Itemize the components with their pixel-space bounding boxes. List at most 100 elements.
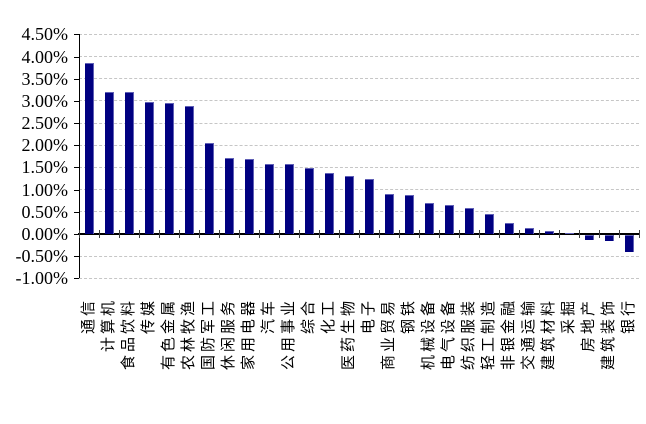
x-axis-category-label: 食品饮料 xyxy=(121,298,137,371)
x-axis-category-label: 机械设备 xyxy=(421,298,437,371)
x-axis-category-label: 交通运输 xyxy=(521,298,537,371)
bar xyxy=(564,233,574,235)
x-axis-category-label: 汽车 xyxy=(261,298,277,335)
y-axis-tick xyxy=(74,34,79,36)
x-axis-category-label: 综合 xyxy=(301,298,317,335)
y-axis-tick-label: 0.00% xyxy=(21,224,69,244)
x-axis-category-label: 化工 xyxy=(321,298,337,335)
gridline xyxy=(79,255,639,257)
x-axis-tick xyxy=(339,230,340,238)
y-axis-tick-label: 4.00% xyxy=(21,46,69,67)
x-axis-category-label: 银行 xyxy=(621,298,637,335)
bar xyxy=(304,167,314,234)
x-axis-category-label: 轻工制造 xyxy=(481,298,497,371)
bar xyxy=(464,208,474,234)
x-axis-category-label: 纺织服装 xyxy=(461,298,477,371)
y-axis-tick-label: 0.50% xyxy=(21,201,69,222)
x-axis-category-label: 房地产 xyxy=(581,298,597,353)
x-axis-category-label: 公用事业 xyxy=(281,298,297,371)
x-axis-tick xyxy=(479,230,480,238)
bar xyxy=(424,202,434,234)
x-axis-tick xyxy=(419,230,420,238)
bar xyxy=(264,163,274,234)
gridline xyxy=(79,211,639,213)
gridline xyxy=(79,33,639,35)
gridline xyxy=(79,78,639,80)
x-axis-tick xyxy=(459,230,460,238)
gridline xyxy=(79,56,639,58)
x-axis-tick xyxy=(99,230,100,238)
gridline xyxy=(79,144,639,146)
y-axis-tick-label: -1.00% xyxy=(15,268,69,289)
x-axis-tick xyxy=(519,230,520,238)
bar xyxy=(164,103,174,234)
x-axis-tick xyxy=(319,230,320,238)
bar xyxy=(404,194,414,234)
y-axis-tick-label: 1.00% xyxy=(21,179,69,200)
x-axis-category-label: 建筑装饰 xyxy=(601,298,617,371)
x-axis-tick xyxy=(379,230,380,238)
bar xyxy=(444,204,454,234)
x-axis-tick xyxy=(539,230,540,238)
bar xyxy=(324,172,334,234)
x-axis-category-label: 有色金属 xyxy=(161,298,177,371)
y-axis-tick xyxy=(74,189,79,191)
x-axis-category-label: 国防军工 xyxy=(201,298,217,371)
x-axis-tick xyxy=(199,230,200,238)
y-axis-tick xyxy=(74,211,79,213)
x-axis-category-label: 医药生物 xyxy=(341,298,357,371)
x-axis-category-label: 电子 xyxy=(361,298,377,335)
x-axis-category-label: 休闲服务 xyxy=(221,298,237,371)
bar xyxy=(224,157,234,234)
x-axis-tick xyxy=(79,230,80,238)
x-axis-category-label: 家用电器 xyxy=(241,298,257,371)
bar xyxy=(124,92,134,234)
bar xyxy=(584,235,594,240)
bar xyxy=(284,164,294,234)
y-axis-tick xyxy=(74,56,79,58)
y-axis-tick xyxy=(74,145,79,147)
x-axis-category-label: 传媒 xyxy=(141,298,157,335)
x-axis-category-label: 钢铁 xyxy=(401,298,417,335)
x-axis-tick xyxy=(639,230,640,238)
bar xyxy=(344,175,354,234)
x-axis-category-label: 计算机 xyxy=(101,298,117,353)
bar xyxy=(384,194,394,234)
x-axis-category-label: 采掘 xyxy=(561,298,577,335)
bar xyxy=(104,91,114,234)
y-axis-tick xyxy=(74,256,79,258)
x-axis-tick xyxy=(559,230,560,238)
x-axis-tick xyxy=(219,230,220,238)
gridline xyxy=(79,189,639,191)
bar xyxy=(524,227,534,234)
gridline xyxy=(79,100,639,102)
y-axis-tick xyxy=(74,100,79,102)
y-axis-tick-label: 4.50% xyxy=(21,24,69,45)
bar xyxy=(484,214,494,234)
y-axis-tick-label: 3.00% xyxy=(21,90,69,111)
y-axis-line xyxy=(79,34,80,279)
y-axis-tick xyxy=(74,167,79,169)
bar xyxy=(84,62,94,234)
bar xyxy=(604,235,614,241)
x-axis-tick xyxy=(179,230,180,238)
x-axis-tick xyxy=(239,230,240,238)
y-axis-tick xyxy=(74,234,79,235)
x-axis-category-label: 建筑材料 xyxy=(541,298,557,371)
x-axis-category-label: 通信 xyxy=(81,298,97,335)
x-axis-tick xyxy=(619,230,620,238)
x-axis-category-label: 电气设备 xyxy=(441,298,457,371)
x-axis-tick xyxy=(579,230,580,238)
x-axis-category-label: 非银金融 xyxy=(501,298,517,371)
y-axis-tick-label: 1.50% xyxy=(21,157,69,178)
bar xyxy=(624,235,634,252)
x-axis-tick xyxy=(299,230,300,238)
x-axis-tick xyxy=(259,230,260,238)
x-axis-tick xyxy=(139,230,140,238)
bar xyxy=(244,159,254,234)
x-axis-category-label: 农林牧渔 xyxy=(181,298,197,371)
x-axis-tick xyxy=(599,230,600,238)
bar xyxy=(364,179,374,234)
y-axis-tick xyxy=(74,278,79,280)
